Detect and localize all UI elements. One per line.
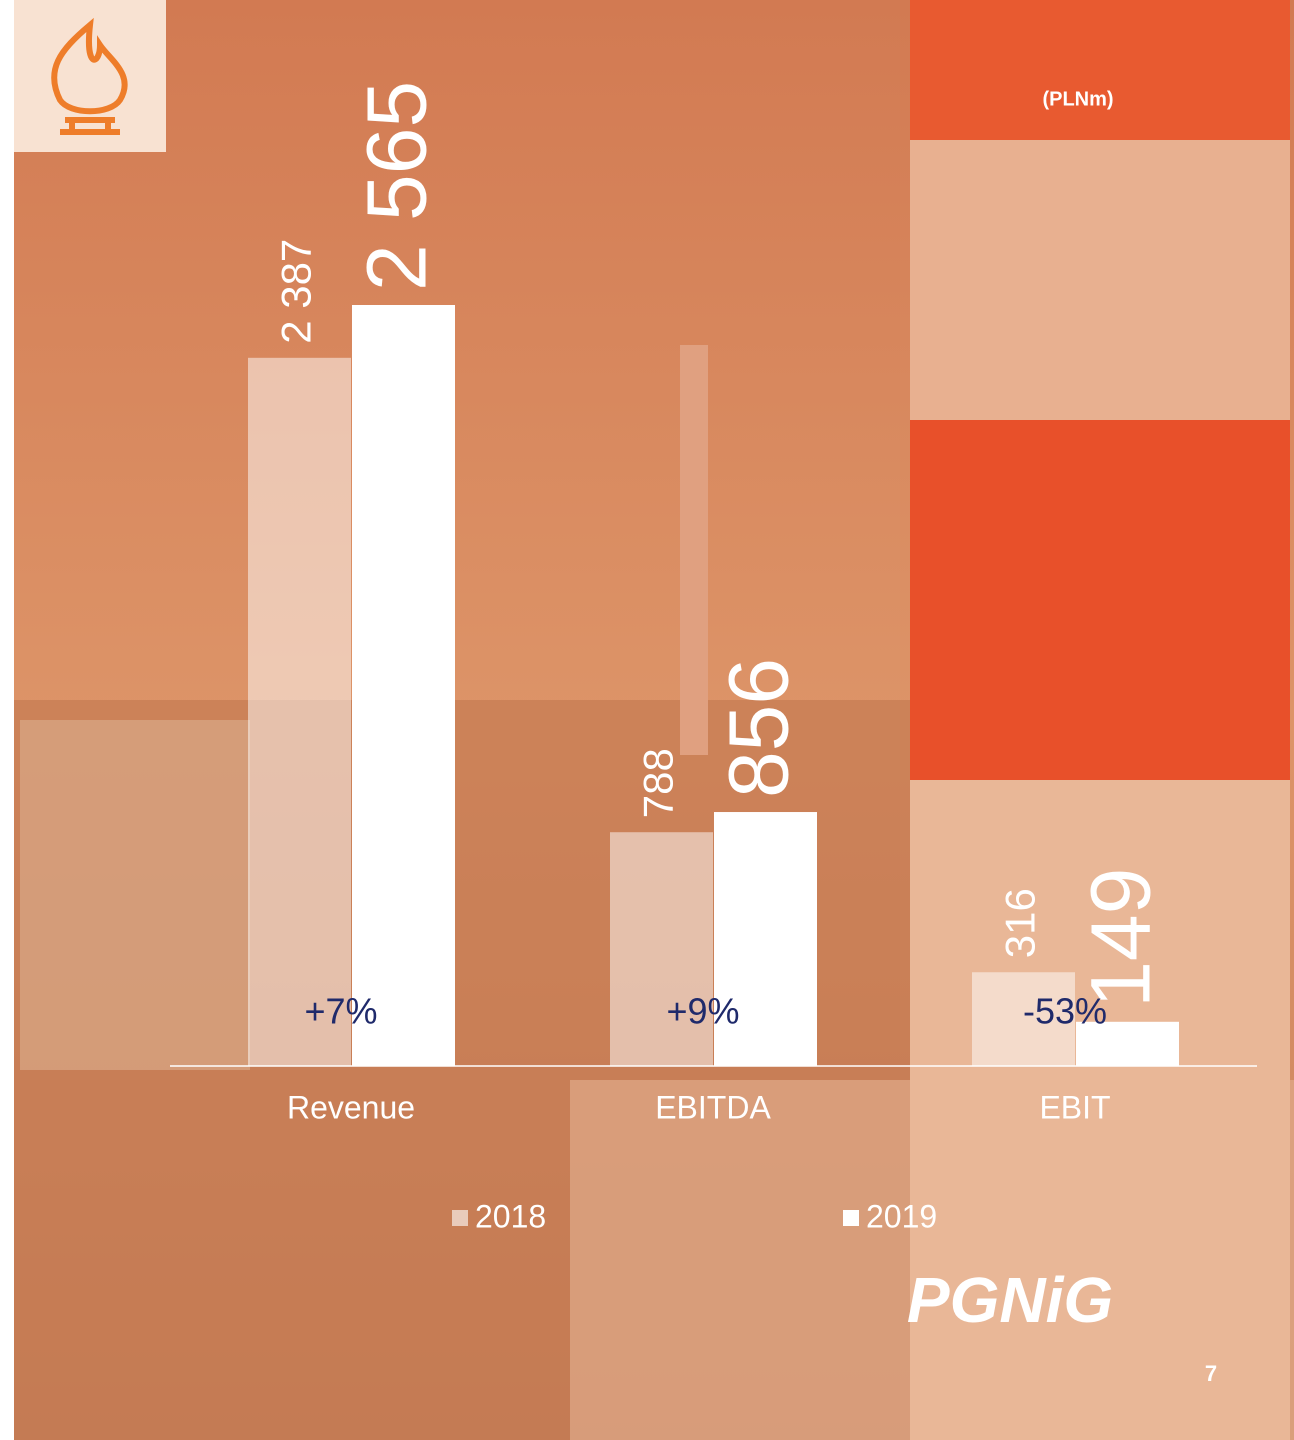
value-label: 2 387	[273, 239, 320, 344]
logo: PGNiG	[907, 1264, 1113, 1336]
bar	[714, 812, 817, 1066]
category-label: EBIT	[1039, 1089, 1110, 1125]
change-label: +7%	[304, 991, 377, 1032]
category-label: EBITDA	[655, 1089, 771, 1125]
value-label: 788	[635, 748, 682, 818]
building	[20, 720, 250, 1070]
flame-icon	[51, 17, 128, 115]
value-label: 316	[997, 888, 1044, 958]
legend-label: 2018	[475, 1198, 546, 1234]
bar	[1076, 1021, 1179, 1066]
burner-icon	[60, 117, 120, 135]
chimney-white	[910, 140, 1290, 420]
chimney-lower	[910, 780, 1290, 1440]
small-chimney	[680, 345, 708, 755]
bar	[610, 832, 713, 1066]
value-label: 2 565	[350, 81, 444, 291]
chimney-red	[910, 420, 1290, 780]
legend-swatch	[452, 1210, 468, 1226]
value-label: 149	[1074, 868, 1168, 1008]
legend-swatch	[843, 1210, 859, 1226]
change-label: -53%	[1023, 991, 1107, 1032]
change-label: +9%	[666, 991, 739, 1032]
legend-label: 2019	[866, 1198, 937, 1234]
category-label: Revenue	[287, 1089, 415, 1125]
page-number: 7	[1205, 1361, 1217, 1386]
bar	[972, 972, 1075, 1066]
chimney-red-top	[910, 0, 1290, 140]
unit: (PLNm)	[1042, 88, 1113, 110]
value-label: 856	[712, 658, 806, 798]
bar	[352, 305, 455, 1066]
bar	[248, 357, 351, 1066]
